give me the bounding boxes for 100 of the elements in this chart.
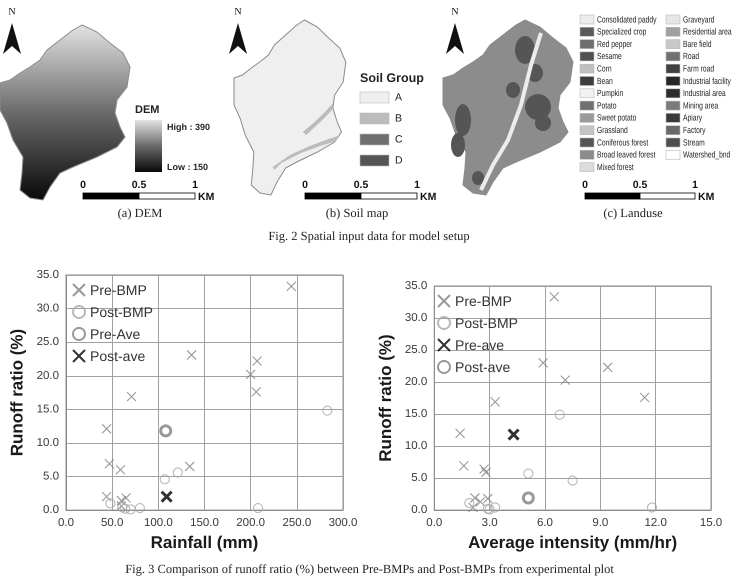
point <box>549 292 560 302</box>
x-tick-label: 250.0 <box>282 517 312 530</box>
point <box>252 356 262 366</box>
text: N <box>8 6 16 18</box>
text: (c) Landuse <box>603 206 664 220</box>
category-label: Farm road <box>683 64 714 74</box>
point <box>286 281 296 292</box>
text: 0.5 <box>354 179 368 191</box>
category-label: Consolidated paddy <box>597 14 657 25</box>
legend-label: Post-BMP <box>455 315 518 331</box>
y-tick-label: 10.0 <box>404 440 428 452</box>
point <box>126 504 136 514</box>
point <box>468 502 478 513</box>
x-tick-label: 0.0 <box>58 517 74 530</box>
category-label: Potato <box>597 100 617 111</box>
point <box>322 406 332 416</box>
category-label: Industrial area <box>683 88 726 98</box>
category-label: Graveyard <box>683 14 714 25</box>
point <box>538 358 548 368</box>
category-label: Bean <box>597 76 613 86</box>
text: KM <box>420 191 437 203</box>
point <box>102 492 112 502</box>
text: KM <box>698 191 715 203</box>
y-tick-label: 20.0 <box>404 376 428 388</box>
point <box>490 502 500 513</box>
category-label: Residential area <box>683 26 732 37</box>
point <box>246 369 256 380</box>
category-label: D <box>395 154 403 166</box>
y-axis-title: Runoff ratio (%) <box>376 334 395 462</box>
caption: Fig. 3 Comparison of runoff ratio (%) between Pre-BMPs and Post-BMPs from experimental plot <box>125 562 614 576</box>
category-label: Road <box>683 51 700 62</box>
y-tick-label: 0.0 <box>411 504 428 516</box>
point <box>126 392 137 402</box>
legend-label: Post-ave <box>455 359 510 375</box>
text: 1 <box>192 179 198 191</box>
category-label: Industrial facility <box>683 76 731 86</box>
x-tick-label: 150.0 <box>190 517 219 530</box>
category-label: Mixed forest <box>597 162 634 172</box>
y-tick-label: 5.0 <box>43 470 59 483</box>
y-tick-label: 0.0 <box>43 504 59 516</box>
category-label: Broad leaved forest <box>597 150 656 160</box>
category-label: A <box>395 92 402 104</box>
category-label: Stream <box>683 137 706 148</box>
point <box>475 496 486 507</box>
point <box>554 410 565 420</box>
x-tick-label: 6.0 <box>536 517 553 530</box>
category-label: Red pepper <box>597 39 632 50</box>
point <box>251 386 262 397</box>
legend-label: Post-ave <box>90 348 146 364</box>
x-tick-label: 100.0 <box>144 517 173 530</box>
text: 1 <box>414 179 420 191</box>
legend-label: Pre-BMP <box>90 282 147 298</box>
category-label: C <box>395 134 403 146</box>
category-label: Bare field <box>683 39 712 50</box>
point <box>646 502 658 513</box>
category-label: Coniferous forest <box>597 137 649 148</box>
point <box>490 396 500 407</box>
category-label: Sweet potato <box>597 112 637 123</box>
y-tick-label: 15.0 <box>404 408 428 420</box>
point <box>522 491 535 504</box>
x-tick-label: 50.0 <box>100 517 124 530</box>
text: 0.5 <box>632 179 648 191</box>
x-tick-label: 300.0 <box>328 517 358 530</box>
point <box>455 428 466 438</box>
legend-label: Pre-Ave <box>90 326 141 342</box>
y-tick-label: 25.0 <box>36 336 59 348</box>
legend-label: Pre-BMP <box>455 293 512 309</box>
text: (a) DEM <box>118 206 162 220</box>
category-label: Specialized crop <box>597 26 647 37</box>
point <box>568 476 578 486</box>
y-tick-label: 30.0 <box>36 302 59 315</box>
y-tick-label: 20.0 <box>36 370 59 382</box>
text: High : 390 <box>167 122 210 132</box>
category-label: Watershed_bnd <box>683 150 730 160</box>
point <box>104 458 114 469</box>
category-label: Grassland <box>597 125 628 136</box>
caption: Fig. 2 Spatial input data for model setup <box>268 229 470 243</box>
category-label: Corn <box>597 64 612 74</box>
point <box>507 428 520 442</box>
point <box>470 492 480 503</box>
point <box>186 350 197 360</box>
x-axis-title: Average intensity (mm/hr) <box>468 533 678 552</box>
text: 1 <box>692 179 698 191</box>
x-tick-label: 200.0 <box>236 517 266 530</box>
x-tick-label: 3.0 <box>482 517 498 530</box>
text: N <box>451 6 459 18</box>
point <box>479 464 490 474</box>
point <box>159 424 172 438</box>
point <box>134 503 145 514</box>
y-tick-label: 35.0 <box>36 269 59 281</box>
text: 0 <box>80 179 86 191</box>
point <box>602 362 613 372</box>
text: 0 <box>302 179 308 191</box>
y-tick-label: 15.0 <box>36 403 59 416</box>
text: KM <box>198 191 215 203</box>
point <box>458 460 469 471</box>
category-label: Sesame <box>597 51 622 62</box>
y-tick-label: 35.0 <box>404 280 428 292</box>
point <box>116 496 126 506</box>
text: (b) Soil map <box>326 206 388 220</box>
